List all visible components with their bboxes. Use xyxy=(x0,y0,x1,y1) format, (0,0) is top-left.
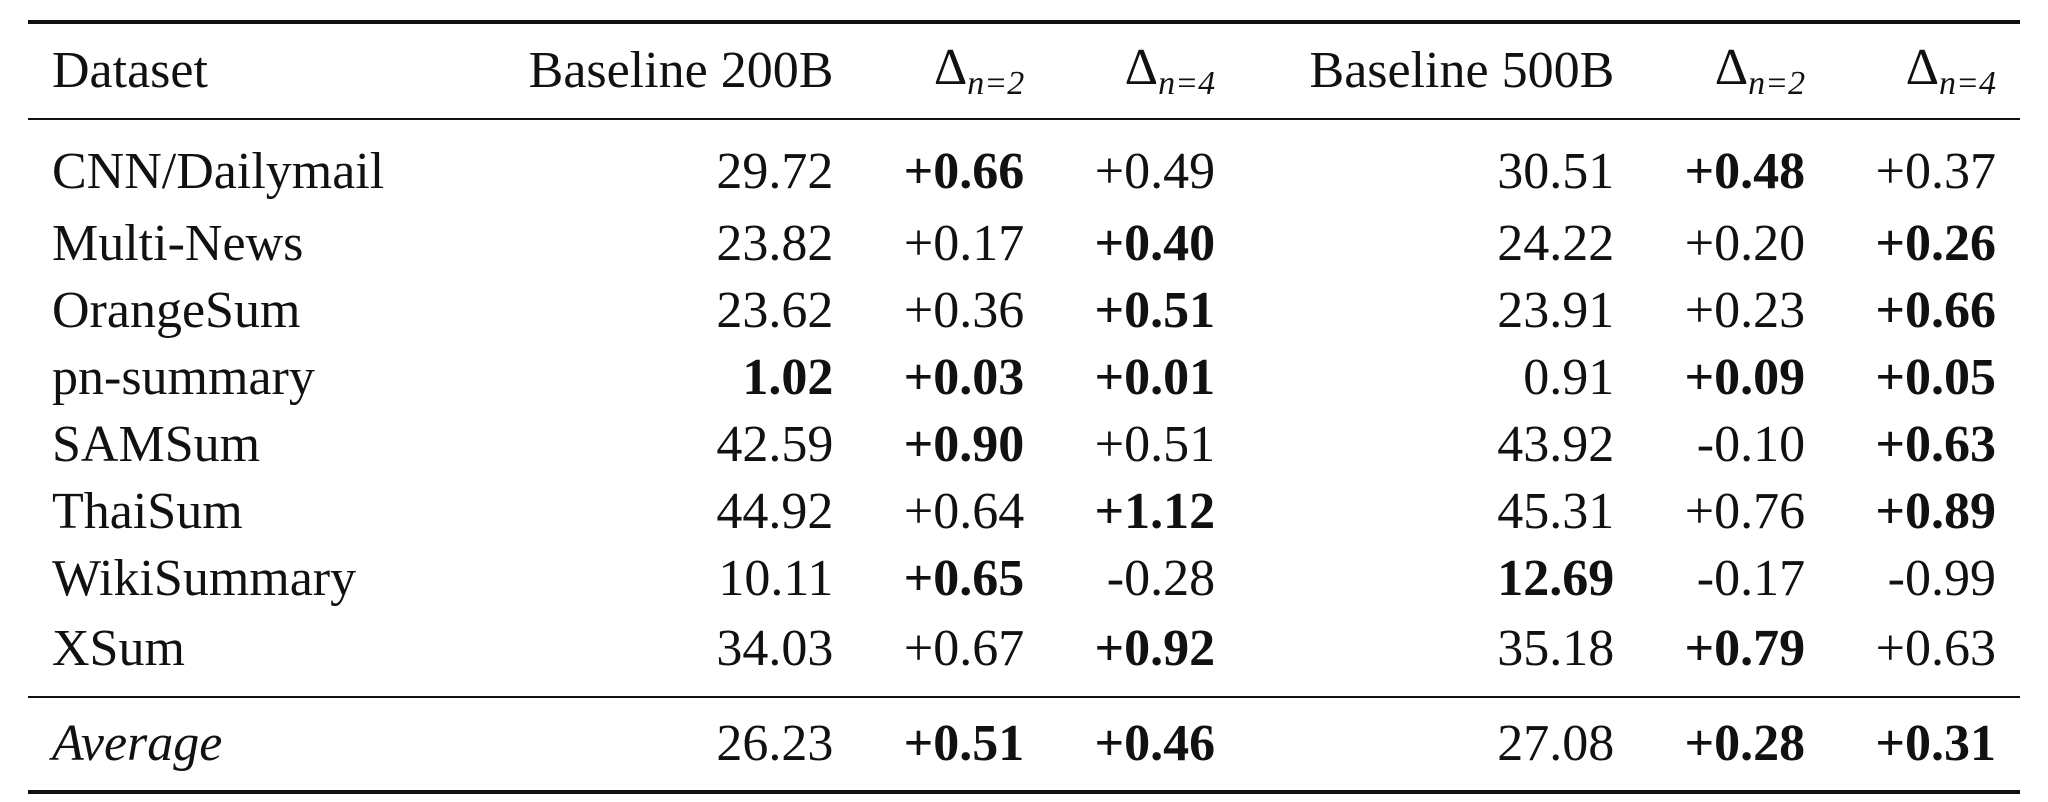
cell-average-baseline-500b: 27.08 xyxy=(1497,715,1615,772)
cell-delta-n2-500b: +0.48 xyxy=(1684,143,1806,200)
cell-delta-n2-200b: +0.64 xyxy=(903,482,1025,540)
cell-delta-n2-200b: +0.65 xyxy=(903,549,1025,607)
table-row: ThaiSum 44.92 +0.64 +1.12 45.31 +0.76 +0… xyxy=(28,478,2020,545)
table-row: Multi-News 23.82 +0.17 +0.40 24.22 +0.20… xyxy=(28,210,2020,277)
header-dataset: Dataset xyxy=(52,42,208,99)
delta-subscript: n=2 xyxy=(967,64,1025,102)
header-delta-n4-200b: Δn=4 xyxy=(1048,22,1239,119)
cell-baseline-500b: 43.92 xyxy=(1497,415,1615,473)
cell-baseline-500b: 0.91 xyxy=(1523,348,1615,406)
cell-baseline-500b: 23.91 xyxy=(1497,281,1615,339)
table-row: SAMSum 42.59 +0.90 +0.51 43.92 -0.10 +0.… xyxy=(28,411,2020,478)
cell-delta-n2-500b: -0.17 xyxy=(1696,549,1806,607)
cell-baseline-200b: 10.11 xyxy=(718,549,834,607)
table-header: Dataset Baseline 200B Δn=2 Δn=4 Baseline… xyxy=(28,22,2020,119)
cell-baseline-200b: 29.72 xyxy=(716,143,834,200)
cell-delta-n4-200b: +0.49 xyxy=(1094,143,1216,200)
cell-delta-n4-500b: +0.26 xyxy=(1875,214,1996,272)
cell-average-delta-n2-500b: +0.28 xyxy=(1684,715,1806,772)
cell-dataset: pn-summary xyxy=(52,348,315,406)
cell-delta-n2-200b: +0.36 xyxy=(903,281,1025,339)
cell-dataset: WikiSummary xyxy=(52,549,357,607)
cell-delta-n4-500b: -0.99 xyxy=(1887,549,1996,607)
header-row: Dataset Baseline 200B Δn=2 Δn=4 Baseline… xyxy=(28,22,2020,119)
cell-dataset: ThaiSum xyxy=(52,482,243,540)
cell-delta-n4-500b: +0.66 xyxy=(1875,281,1996,339)
table-row: CNN/Dailymail 29.72 +0.66 +0.49 30.51 +0… xyxy=(28,119,2020,210)
cell-delta-n2-500b: +0.23 xyxy=(1684,281,1806,339)
delta-subscript: n=4 xyxy=(1158,64,1216,102)
table-row: pn-summary 1.02 +0.03 +0.01 0.91 +0.09 +… xyxy=(28,344,2020,411)
cell-delta-n2-200b: +0.66 xyxy=(903,143,1025,200)
cell-delta-n4-500b: +0.05 xyxy=(1875,348,1996,406)
cell-baseline-200b: 23.82 xyxy=(716,214,834,272)
cell-delta-n2-200b: +0.17 xyxy=(903,214,1025,272)
cell-baseline-200b: 23.62 xyxy=(716,281,834,339)
delta-symbol: Δ xyxy=(1714,38,1749,96)
cell-dataset: XSum xyxy=(52,620,185,677)
cell-delta-n4-500b: +0.63 xyxy=(1875,620,1996,677)
results-table: Dataset Baseline 200B Δn=2 Δn=4 Baseline… xyxy=(28,20,2020,794)
cell-delta-n2-500b: +0.76 xyxy=(1684,482,1806,540)
header-baseline-200b: Baseline 200B xyxy=(528,42,834,99)
cell-delta-n4-500b: +0.37 xyxy=(1875,143,1996,200)
cell-delta-n2-200b: +0.03 xyxy=(903,348,1025,406)
table-row: XSum 34.03 +0.67 +0.92 35.18 +0.79 +0.63 xyxy=(28,612,2020,697)
cell-delta-n4-200b: +0.51 xyxy=(1094,281,1216,339)
cell-baseline-200b: 1.02 xyxy=(742,348,834,406)
cell-average-baseline-200b: 26.23 xyxy=(716,715,834,772)
header-delta-n2-500b: Δn=2 xyxy=(1638,22,1829,119)
cell-delta-n2-500b: +0.20 xyxy=(1684,214,1806,272)
table-footer: Average 26.23 +0.51 +0.46 27.08 +0.28 +0… xyxy=(28,697,2020,792)
cell-delta-n2-500b: +0.09 xyxy=(1684,348,1806,406)
cell-average-delta-n4-200b: +0.46 xyxy=(1094,715,1216,772)
cell-delta-n2-500b: +0.79 xyxy=(1684,620,1806,677)
cell-average-delta-n2-200b: +0.51 xyxy=(903,715,1025,772)
cell-dataset: Multi-News xyxy=(52,214,304,272)
delta-symbol: Δ xyxy=(1124,38,1159,96)
cell-delta-n2-500b: -0.10 xyxy=(1696,415,1806,473)
table-row: OrangeSum 23.62 +0.36 +0.51 23.91 +0.23 … xyxy=(28,277,2020,344)
cell-dataset: SAMSum xyxy=(52,415,261,473)
cell-baseline-500b: 35.18 xyxy=(1497,620,1615,677)
cell-delta-n4-200b: +0.01 xyxy=(1094,348,1216,406)
cell-baseline-200b: 34.03 xyxy=(716,620,834,677)
cell-delta-n4-200b: -0.28 xyxy=(1106,549,1216,607)
cell-delta-n4-200b: +0.51 xyxy=(1094,415,1216,473)
cell-baseline-500b: 45.31 xyxy=(1497,482,1615,540)
average-row: Average 26.23 +0.51 +0.46 27.08 +0.28 +0… xyxy=(28,697,2020,792)
delta-subscript: n=4 xyxy=(1939,64,1996,102)
cell-average-label: Average xyxy=(52,715,223,772)
cell-delta-n4-200b: +0.92 xyxy=(1094,620,1216,677)
header-delta-n2-200b: Δn=2 xyxy=(857,22,1048,119)
cell-delta-n4-200b: +1.12 xyxy=(1094,482,1216,540)
header-delta-n4-500b: Δn=4 xyxy=(1829,22,2020,119)
cell-delta-n2-200b: +0.67 xyxy=(903,620,1025,677)
delta-symbol: Δ xyxy=(933,38,968,96)
cell-baseline-200b: 42.59 xyxy=(716,415,834,473)
results-table-container: Dataset Baseline 200B Δn=2 Δn=4 Baseline… xyxy=(28,20,2020,794)
cell-baseline-200b: 44.92 xyxy=(716,482,834,540)
delta-symbol: Δ xyxy=(1905,38,1940,96)
cell-delta-n4-200b: +0.40 xyxy=(1094,214,1216,272)
header-baseline-500b: Baseline 500B xyxy=(1309,42,1615,99)
table-row: WikiSummary 10.11 +0.65 -0.28 12.69 -0.1… xyxy=(28,545,2020,612)
cell-average-delta-n4-500b: +0.31 xyxy=(1875,715,1996,772)
cell-delta-n2-200b: +0.90 xyxy=(903,415,1025,473)
cell-dataset: CNN/Dailymail xyxy=(52,143,385,200)
cell-baseline-500b: 12.69 xyxy=(1497,549,1615,607)
cell-delta-n4-500b: +0.63 xyxy=(1875,415,1996,473)
cell-baseline-500b: 30.51 xyxy=(1497,143,1615,200)
cell-baseline-500b: 24.22 xyxy=(1497,214,1615,272)
table-body: CNN/Dailymail 29.72 +0.66 +0.49 30.51 +0… xyxy=(28,119,2020,697)
delta-subscript: n=2 xyxy=(1748,64,1806,102)
cell-delta-n4-500b: +0.89 xyxy=(1875,482,1996,540)
cell-dataset: OrangeSum xyxy=(52,281,301,339)
